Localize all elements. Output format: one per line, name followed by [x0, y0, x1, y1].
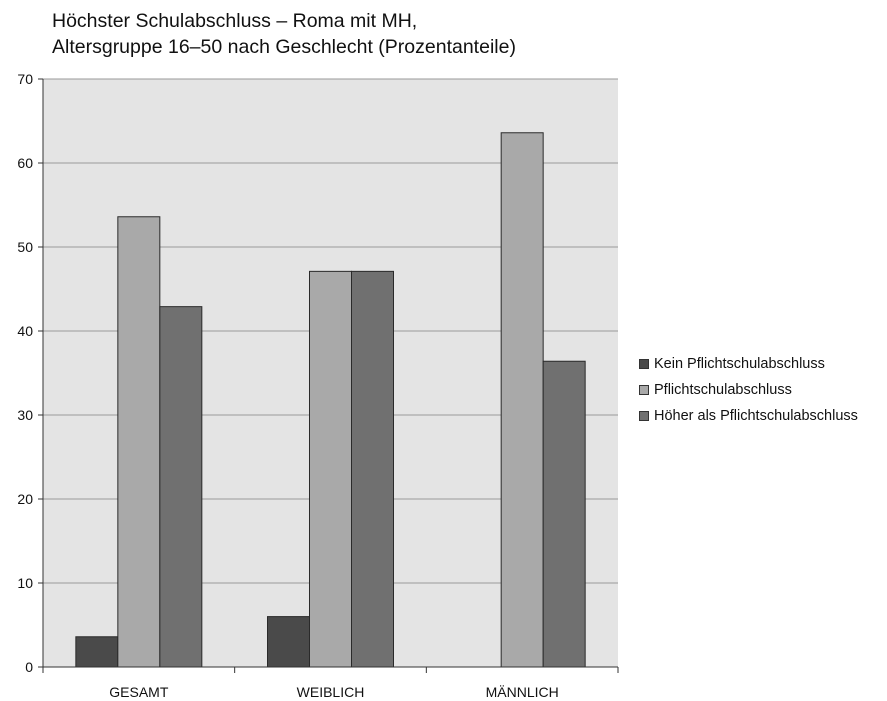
y-tick-label: 70	[17, 71, 33, 87]
bar	[542, 360, 586, 668]
legend: Kein Pflichtschulabschluss Pflichtschula…	[639, 351, 858, 429]
y-tick-label: 10	[17, 575, 33, 591]
chart-title-line-1: Höchster Schulabschluss – Roma mit MH,	[52, 10, 418, 32]
x-axis-ticks	[42, 667, 619, 673]
chart-title: Höchster Schulabschluss – Roma mit MH, A…	[52, 8, 692, 60]
bar	[117, 216, 161, 668]
bars	[75, 132, 586, 668]
category-label: WEIBLICH	[297, 684, 365, 700]
legend-item: Höher als Pflichtschulabschluss	[639, 403, 858, 429]
y-tick-label: 60	[17, 155, 33, 171]
y-tick-label: 50	[17, 239, 33, 255]
legend-swatch-pflichtschulabschluss	[639, 385, 649, 395]
legend-label: Pflichtschulabschluss	[654, 382, 792, 398]
y-tick-label: 0	[25, 659, 33, 675]
legend-swatch-hoeher-als-pflichtschulabschluss	[639, 411, 649, 421]
legend-item: Kein Pflichtschulabschluss	[639, 351, 858, 377]
bar	[75, 636, 119, 668]
category-labels: GESAMT WEIBLICH MÄNNLICH	[109, 684, 558, 700]
bar	[309, 270, 352, 668]
legend-item: Pflichtschulabschluss	[639, 377, 858, 403]
chart-title-line-2: Altersgruppe 16–50 nach Geschlecht (Proz…	[52, 36, 516, 58]
y-tick-label: 20	[17, 491, 33, 507]
y-tick-label: 30	[17, 407, 33, 423]
bar	[500, 132, 544, 668]
bar	[159, 306, 203, 668]
bar	[267, 616, 310, 668]
y-axis-ticks: 0 10 20 30 40 50 60 70	[17, 71, 43, 675]
category-label: MÄNNLICH	[486, 684, 559, 700]
category-label: GESAMT	[109, 684, 169, 700]
bar	[351, 270, 394, 668]
legend-label: Höher als Pflichtschulabschluss	[654, 408, 858, 424]
legend-label: Kein Pflichtschulabschluss	[654, 356, 825, 372]
legend-swatch-kein-pflichtschulabschluss	[639, 359, 649, 369]
y-tick-label: 40	[17, 323, 33, 339]
